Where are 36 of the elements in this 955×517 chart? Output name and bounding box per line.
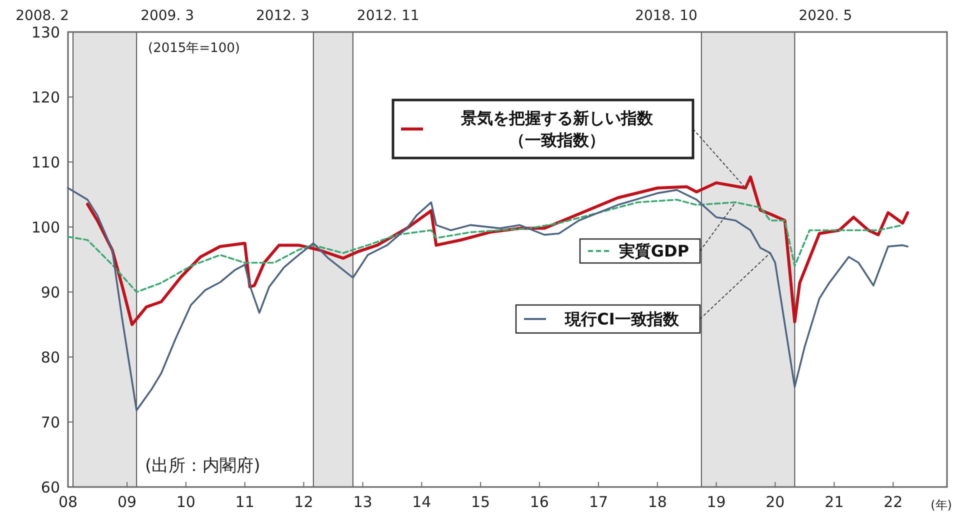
x-tick-label: 09 [118,493,137,511]
y-tick-label: 100 [31,218,60,236]
line-series [67,187,909,412]
annotation: (2015年=100) [148,41,240,56]
x-tick-label: 13 [353,493,372,511]
x-tick-label: 16 [530,493,549,511]
ref-line-label: 2020. 5 [798,8,852,24]
legend-label: 現行CI一致指数 [564,310,680,329]
x-tick-label: 21 [824,493,844,511]
ref-line-label: 2008. 2 [16,8,69,24]
x-axis-title: (年) [930,498,952,512]
annotation: (出所：内閣府) [145,456,260,476]
x-tick-label: 22 [884,493,903,511]
x-tick-label: 18 [648,493,667,511]
x-tick-label: 14 [412,493,432,511]
ref-line-label: 2012. 11 [356,8,420,24]
y-tick-label: 130 [31,23,60,42]
x-tick-label: 10 [176,493,196,511]
y-tick-label: 90 [40,283,60,302]
x-tick-label: 19 [706,493,726,511]
x-tick-label: 15 [471,493,490,511]
y-tick-label: 80 [40,348,60,366]
y-tick-label: 120 [31,88,60,106]
x-tick-label: 12 [294,493,314,511]
ref-line-label: 2012. 3 [256,8,310,24]
x-tick-label: 11 [235,493,254,511]
x-tick-label: 20 [766,493,785,511]
y-tick-label: 70 [40,413,60,432]
x-tick-label: 17 [588,493,608,511]
legend-label: 実質GDP [618,242,690,261]
y-tick-label: 60 [40,478,60,496]
legend-label: 景気を把握する新しい指数（一致指数） [460,108,654,150]
y-tick-label: 110 [31,153,60,172]
ref-line-label: 2009. 3 [140,8,194,24]
x-tick-label: 08 [58,493,78,511]
ref-line-label: 2018. 10 [635,8,698,24]
